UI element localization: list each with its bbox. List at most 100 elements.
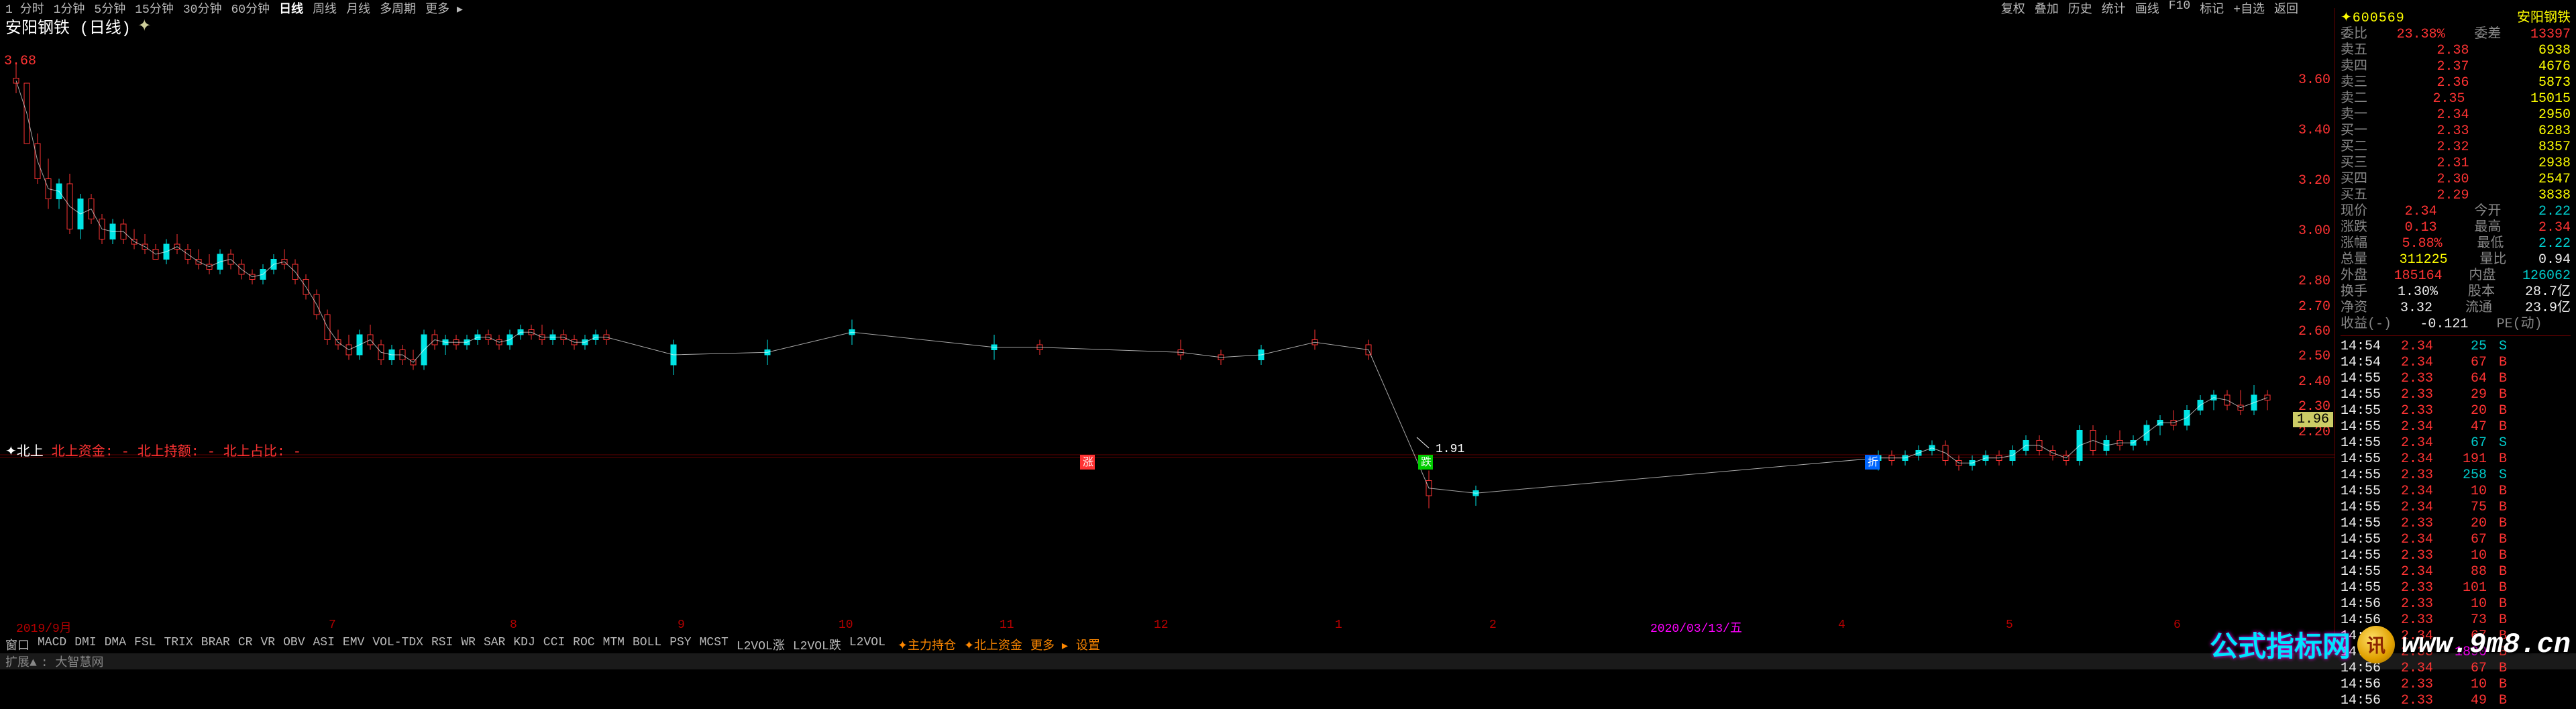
tick-row: 14:552.3320B: [2341, 516, 2571, 532]
date-tick: 2: [1489, 618, 1497, 632]
date-tick: 7: [329, 618, 336, 632]
date-tick: 5: [2006, 618, 2013, 632]
indicator-PSY[interactable]: PSY: [669, 636, 691, 653]
date-tick: 4: [1838, 618, 1845, 632]
tick-row: 14:552.3467S: [2341, 435, 2571, 451]
menu-+自选[interactable]: +自选: [2233, 0, 2265, 17]
indicator-OBV[interactable]: OBV: [283, 636, 305, 653]
indicator-L2VOL跌[interactable]: L2VOL跌: [793, 636, 841, 653]
timeframe-60分钟[interactable]: 60分钟: [231, 0, 270, 17]
indicator-RSI[interactable]: RSI: [431, 636, 453, 653]
svg-text:2.40: 2.40: [2298, 374, 2330, 390]
indicator-BRAR[interactable]: BRAR: [201, 636, 230, 653]
tick-row: 14:542.3467B: [2341, 355, 2571, 371]
tick-row: 14:562.3310B: [2341, 596, 2571, 612]
indicator-group[interactable]: 更多 ▸: [1030, 636, 1068, 653]
date-tick: 6: [2174, 618, 2181, 632]
tick-row: 14:542.3425S: [2341, 339, 2571, 355]
date-tick: 12: [1154, 618, 1169, 632]
indicator-MTM[interactable]: MTM: [603, 636, 625, 653]
indicator-group[interactable]: ✦北上资金: [964, 636, 1022, 653]
price-indicator: 1.96: [2293, 412, 2333, 427]
svg-text:3.20: 3.20: [2298, 173, 2330, 188]
menu-历史[interactable]: 历史: [2068, 0, 2092, 17]
tick-row: 14:552.33101B: [2341, 580, 2571, 596]
svg-text:1.91: 1.91: [1436, 443, 1464, 456]
tick-row: 14:552.3310B: [2341, 548, 2571, 564]
tick-row: 14:552.3475B: [2341, 500, 2571, 516]
svg-text:3.00: 3.00: [2298, 223, 2330, 239]
star-icon: ✦: [138, 16, 151, 36]
tick-row: 14:552.3364B: [2341, 371, 2571, 387]
date-tick: 10: [839, 618, 853, 632]
timeframe-日线[interactable]: 日线: [279, 0, 303, 17]
date-tick: 2019/9月: [16, 618, 72, 636]
svg-text:3.40: 3.40: [2298, 123, 2330, 138]
window-btn[interactable]: 窗口: [5, 636, 30, 653]
timeframe-15分钟[interactable]: 15分钟: [135, 0, 174, 17]
indicator-L2VOL涨[interactable]: L2VOL涨: [737, 636, 785, 653]
svg-text:折: 折: [1868, 456, 1878, 469]
chart-title-row: 安阳钢铁 (日线) ✦: [0, 16, 2576, 36]
indicator-MACD[interactable]: MACD: [38, 636, 66, 653]
indicator-DMA[interactable]: DMA: [105, 636, 126, 653]
indicator-WR[interactable]: WR: [461, 636, 476, 653]
svg-text:2.80: 2.80: [2298, 274, 2330, 289]
expand-button[interactable]: 扩展▲: [5, 653, 37, 670]
indicator-BOLL[interactable]: BOLL: [633, 636, 661, 653]
tick-row: 14:552.34191B: [2341, 451, 2571, 468]
date-axis: 2019/9月789101112122020/03/13/五456: [0, 618, 2334, 635]
menu-返回[interactable]: 返回: [2274, 0, 2298, 17]
indicator-MCST[interactable]: MCST: [700, 636, 729, 653]
date-tick: 8: [510, 618, 517, 632]
candlestick-chart: 3.603.403.203.002.802.702.602.502.402.30…: [0, 36, 2334, 620]
svg-text:2.60: 2.60: [2298, 324, 2330, 339]
svg-text:2.70: 2.70: [2298, 299, 2330, 315]
date-tick: 2020/03/13/五: [1650, 618, 1742, 636]
indicator-TRIX[interactable]: TRIX: [164, 636, 193, 653]
menu-F10[interactable]: F10: [2169, 0, 2190, 17]
menu-复权[interactable]: 复权: [2001, 0, 2025, 17]
menu-叠加[interactable]: 叠加: [2035, 0, 2059, 17]
indicator-ROC[interactable]: ROC: [573, 636, 594, 653]
indicator-DMI[interactable]: DMI: [74, 636, 96, 653]
indicator-KDJ[interactable]: KDJ: [513, 636, 535, 653]
indicator-CR[interactable]: CR: [238, 636, 253, 653]
tick-row: 14:552.3488B: [2341, 564, 2571, 580]
svg-text:跌: 跌: [1421, 456, 1432, 469]
northbound-row: ✦北上 北上资金: - 北上持额: - 北上占比: -: [5, 440, 301, 460]
indicator-L2VOL[interactable]: L2VOL: [849, 636, 885, 653]
timeframe-menu: 1 分时1分钟5分钟15分钟30分钟60分钟日线周线月线多周期更多 ▸复权叠加历…: [0, 0, 2576, 16]
watermark: 公式指标网 讯 www.9m8.cn: [2210, 624, 2571, 665]
timeframe-多周期[interactable]: 多周期: [380, 0, 416, 17]
timeframe-更多 ▸[interactable]: 更多 ▸: [425, 0, 463, 17]
chart-area[interactable]: 3.603.403.203.002.802.702.602.502.402.30…: [0, 36, 2334, 620]
svg-text:2.50: 2.50: [2298, 349, 2330, 364]
menu-标记[interactable]: 标记: [2200, 0, 2224, 17]
timeframe-周线[interactable]: 周线: [313, 0, 337, 17]
tick-row: 14:562.3349B: [2341, 693, 2571, 709]
date-tick: 11: [1000, 618, 1014, 632]
tick-row: 14:562.3310B: [2341, 677, 2571, 693]
timeframe-月线[interactable]: 月线: [346, 0, 370, 17]
timeframe-30分钟[interactable]: 30分钟: [183, 0, 222, 17]
indicator-SAR[interactable]: SAR: [484, 636, 505, 653]
menu-统计[interactable]: 统计: [2102, 0, 2126, 17]
logo-disc-icon: 讯: [2357, 626, 2395, 663]
date-tick: 1: [1335, 618, 1342, 632]
indicator-CCI[interactable]: CCI: [543, 636, 565, 653]
indicator-group[interactable]: 设置: [1076, 636, 1100, 653]
tick-row: 14:552.3329B: [2341, 387, 2571, 403]
indicator-EMV[interactable]: EMV: [343, 636, 364, 653]
tick-row: 14:552.3447B: [2341, 419, 2571, 435]
tick-row: 14:552.3467B: [2341, 532, 2571, 548]
indicator-group[interactable]: ✦主力持仓: [898, 636, 956, 653]
order-book-panel: ✦600569安阳钢铁委比23.38%委差13397卖五2.386938卖四2.…: [2334, 8, 2576, 652]
svg-text:3.60: 3.60: [2298, 72, 2330, 88]
indicator-FSL[interactable]: FSL: [134, 636, 156, 653]
tick-row: 14:552.33258S: [2341, 468, 2571, 484]
indicator-VR[interactable]: VR: [260, 636, 275, 653]
indicator-VOL-TDX[interactable]: VOL-TDX: [372, 636, 423, 653]
menu-画线[interactable]: 画线: [2135, 0, 2159, 17]
indicator-ASI[interactable]: ASI: [313, 636, 335, 653]
